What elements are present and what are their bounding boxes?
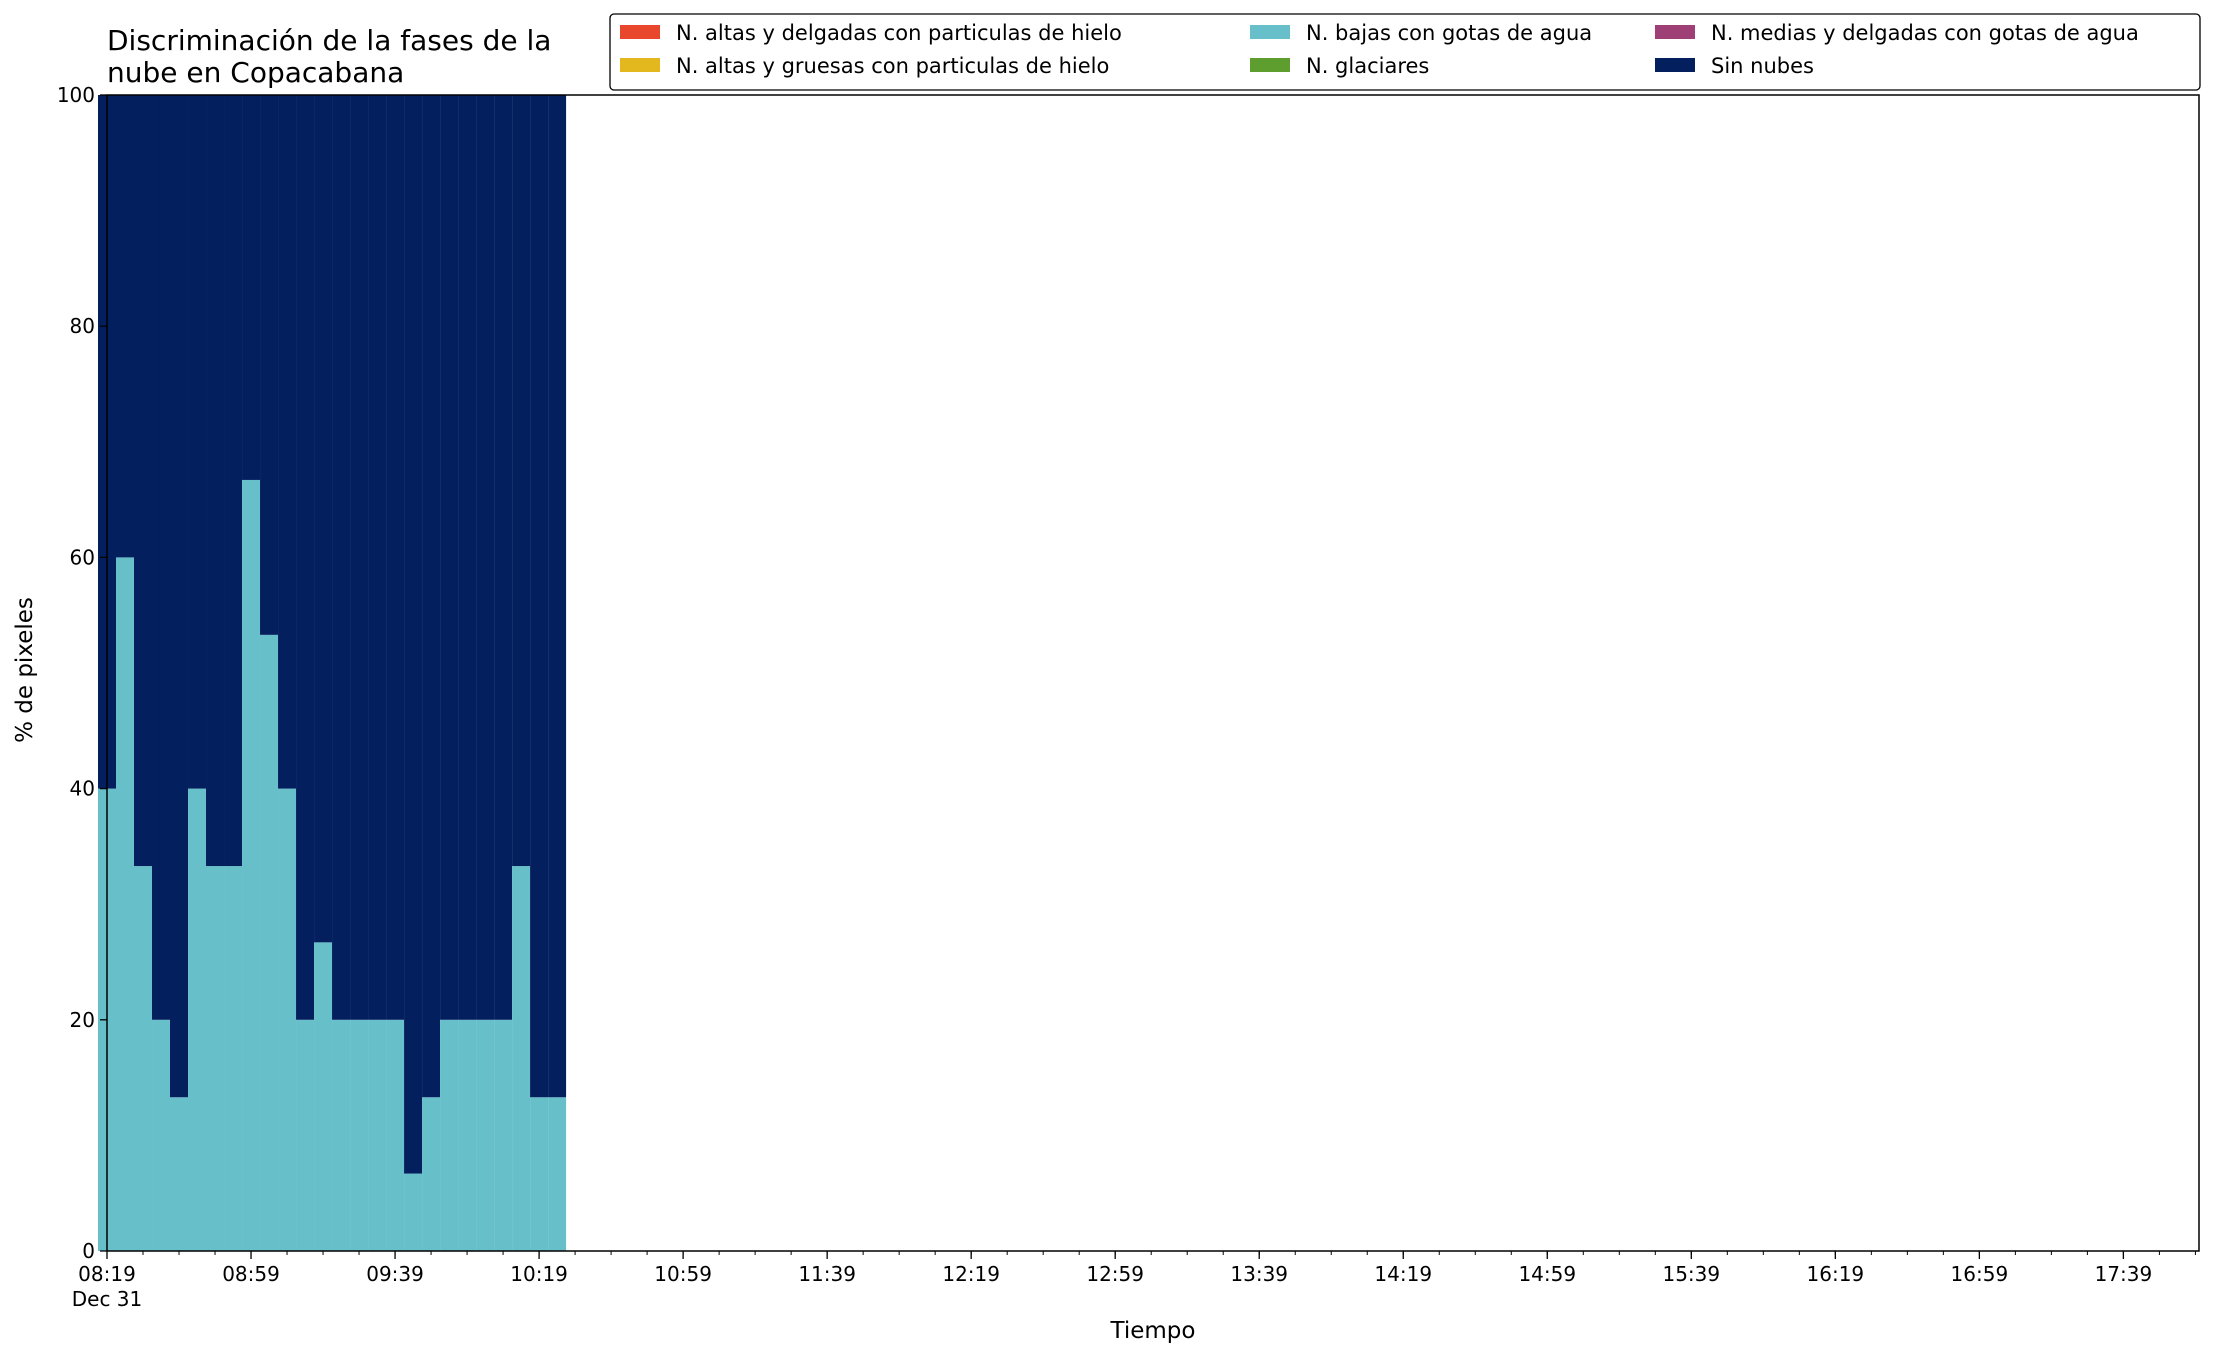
- legend-label: N. altas y gruesas con particulas de hie…: [676, 54, 1109, 78]
- bars: [98, 95, 567, 1251]
- bar-segment: [530, 95, 549, 1098]
- legend-label: N. bajas con gotas de agua: [1306, 21, 1592, 45]
- x-tick-label: 14:19: [1374, 1262, 1432, 1286]
- bar-segment: [404, 1173, 423, 1251]
- legend-swatch: [1250, 25, 1290, 39]
- bar-segment: [458, 95, 477, 1020]
- x-tick-date-label: Dec 31: [72, 1287, 143, 1311]
- y-tick-label: 80: [70, 314, 95, 338]
- x-tick-label: 16:59: [1951, 1262, 2009, 1286]
- bar-segment: [350, 95, 369, 1020]
- bar-segment: [368, 1019, 387, 1251]
- y-tick-label: 0: [82, 1239, 95, 1263]
- bar-segment: [260, 634, 279, 1251]
- bar-segment: [188, 95, 207, 789]
- bar-segment: [242, 479, 261, 1251]
- y-tick-label: 60: [70, 545, 95, 569]
- plot-frame: [106, 94, 2200, 1252]
- legend-swatch: [620, 58, 660, 72]
- bar-segment: [314, 942, 333, 1251]
- bar-segment: [350, 1019, 369, 1251]
- legend-swatch: [1655, 58, 1695, 72]
- bar-segment: [152, 1019, 171, 1251]
- bar-segment: [368, 95, 387, 1020]
- bar-segment: [494, 95, 513, 1020]
- y-tick-label: 100: [57, 83, 95, 107]
- chart-title-line: nube en Copacabana: [107, 56, 404, 89]
- bar-segment: [386, 1019, 405, 1251]
- x-tick-label: 09:39: [366, 1262, 424, 1286]
- bar-segment: [386, 95, 405, 1020]
- x-tick-label: 17:39: [2095, 1262, 2153, 1286]
- bar-segment: [548, 1097, 567, 1251]
- bar-segment: [332, 95, 351, 1020]
- y-tick-label: 20: [70, 1008, 95, 1032]
- bar-segment: [152, 95, 171, 1020]
- bar-segment: [476, 1019, 495, 1251]
- bar-segment: [278, 788, 297, 1251]
- bar-segment: [170, 1097, 189, 1251]
- legend-frame: [609, 13, 2201, 91]
- bar-segment: [530, 1097, 549, 1251]
- y-tick-label: 40: [70, 777, 95, 801]
- bar-segment: [296, 1019, 315, 1251]
- bar-segment: [296, 95, 315, 1020]
- bar-segment: [116, 95, 134, 558]
- x-tick-label: 08:59: [222, 1262, 280, 1286]
- x-tick-label: 12:59: [1086, 1262, 1144, 1286]
- x-tick-label: 16:19: [1807, 1262, 1865, 1286]
- bar-segment: [260, 95, 279, 635]
- legend-swatch: [1250, 58, 1290, 72]
- bar-segment: [494, 1019, 513, 1251]
- x-tick-label: 10:19: [510, 1262, 568, 1286]
- bar-segment: [206, 866, 225, 1251]
- bar-segment: [224, 95, 243, 867]
- x-tick-label: 12:19: [942, 1262, 1000, 1286]
- x-tick-label: 10:59: [654, 1262, 712, 1286]
- bar-segment: [476, 95, 495, 1020]
- legend-label: Sin nubes: [1711, 54, 1814, 78]
- legend-label: N. glaciares: [1306, 54, 1429, 78]
- x-tick-label: 11:39: [798, 1262, 856, 1286]
- bar-segment: [548, 95, 567, 1098]
- bar-segment: [332, 1019, 351, 1251]
- bar-segment: [278, 95, 297, 789]
- bar-segment: [314, 95, 333, 943]
- bar-segment: [134, 866, 153, 1251]
- bar-segment: [206, 95, 225, 867]
- bar-segment: [188, 788, 207, 1251]
- bar-segment: [170, 95, 189, 1098]
- bar-segment: [440, 95, 459, 1020]
- legend: N. altas y delgadas con particulas de hi…: [609, 13, 2201, 91]
- bar-segment: [512, 95, 531, 867]
- x-tick-label: 14:59: [1518, 1262, 1576, 1286]
- x-tick-label: 08:19: [78, 1262, 136, 1286]
- bar-segment: [422, 95, 441, 1098]
- x-tick-label: 13:39: [1230, 1262, 1288, 1286]
- bar-segment: [224, 866, 243, 1251]
- legend-label: N. altas y delgadas con particulas de hi…: [676, 21, 1122, 45]
- bar-segment: [242, 95, 261, 480]
- chart-title-line: Discriminación de la fases de la: [107, 24, 551, 57]
- x-tick-label: 15:39: [1662, 1262, 1720, 1286]
- bar-segment: [512, 866, 531, 1251]
- bar-segment: [458, 1019, 477, 1251]
- legend-label: N. medias y delgadas con gotas de agua: [1711, 21, 2139, 45]
- bar-segment: [134, 95, 153, 867]
- y-axis-label: % de pixeles: [12, 597, 38, 743]
- legend-swatch: [620, 25, 660, 39]
- bar-segment: [422, 1097, 441, 1251]
- bar-segment: [404, 95, 423, 1174]
- bar-segment: [116, 557, 134, 1251]
- x-axis-label: Tiempo: [1110, 1318, 1196, 1344]
- bar-segment: [440, 1019, 459, 1251]
- legend-swatch: [1655, 25, 1695, 39]
